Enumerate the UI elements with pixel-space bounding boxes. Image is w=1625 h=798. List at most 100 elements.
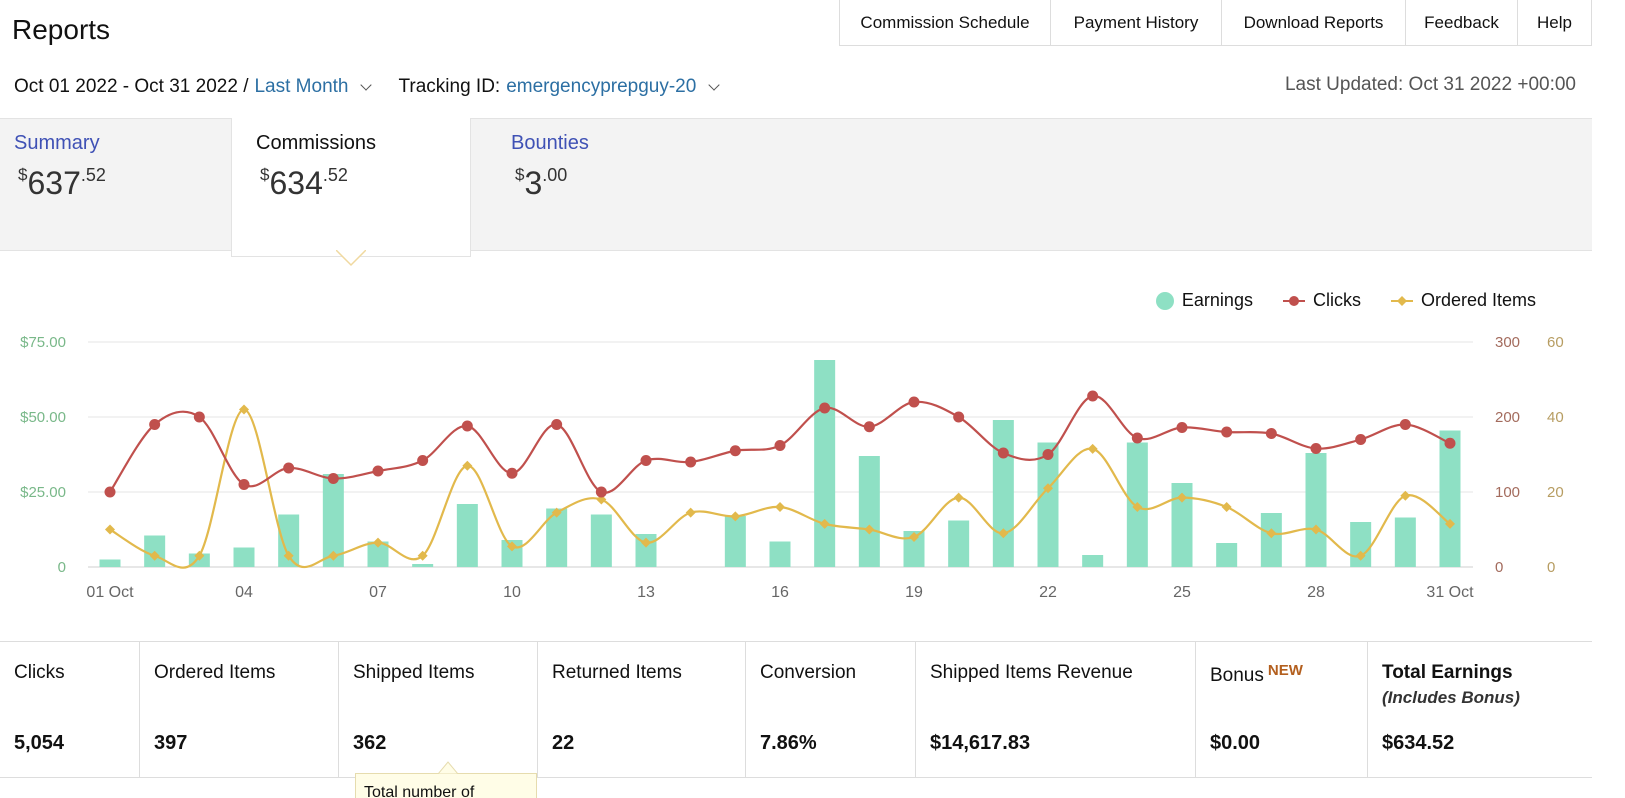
x-tick-label: 31 Oct xyxy=(1426,584,1474,601)
help-link[interactable]: Help xyxy=(1537,12,1572,32)
top-nav: Commission Schedule Payment History Down… xyxy=(839,0,1592,46)
legend-ordered-items[interactable]: Ordered Items xyxy=(1390,290,1536,311)
stat-label: Ordered Items xyxy=(154,662,276,683)
earnings-bar xyxy=(278,514,300,567)
tab-bounties[interactable]: Bounties $3.00 xyxy=(483,118,723,251)
clicks-point xyxy=(1355,434,1367,445)
ordered-items-point xyxy=(507,541,517,552)
stat-bonus: Bonus NEW $0.00 xyxy=(1196,642,1368,777)
x-tick-label: 07 xyxy=(369,584,387,601)
ordered-items-point xyxy=(417,550,428,561)
commission-schedule-link[interactable]: Commission Schedule xyxy=(840,0,1051,45)
earnings-bar xyxy=(724,516,746,567)
ordered-items-point xyxy=(909,532,919,542)
page-title: Reports xyxy=(12,14,111,45)
earnings-bar xyxy=(1037,442,1059,567)
earnings-bar xyxy=(322,474,344,567)
stat-label: Conversion xyxy=(760,662,857,683)
earnings-bar xyxy=(590,514,612,567)
payment-history-link[interactable]: Payment History xyxy=(1051,0,1222,45)
ordered-items-point xyxy=(998,528,1009,539)
earnings-dot-icon xyxy=(1155,291,1174,310)
ordered-items-point xyxy=(1355,550,1366,561)
ordered-items-point xyxy=(1087,443,1098,454)
stat-sublabel: (Includes Bonus) xyxy=(1382,688,1520,707)
y-right-items-tick-label: 60 xyxy=(1547,334,1564,351)
earnings-bar xyxy=(1394,517,1416,567)
chart-legend: Earnings Clicks Ordered Items xyxy=(1126,290,1536,311)
stat-label: Returned Items xyxy=(552,662,682,683)
clicks-point xyxy=(1221,426,1233,438)
y-right-clicks-tick-label: 300 xyxy=(1495,334,1520,351)
y-left-tick-label: $50.00 xyxy=(20,409,66,426)
x-tick-label: 28 xyxy=(1307,584,1325,601)
last-updated-text: Last Updated: Oct 31 2022 +00:00 xyxy=(1284,74,1576,95)
shipped-items-tooltip: Total number of xyxy=(355,773,537,798)
stat-label: Shipped Items xyxy=(353,662,475,683)
ordered-items-point xyxy=(685,507,696,518)
legend-clicks[interactable]: Clicks xyxy=(1282,290,1361,311)
stat-bonus-label: Bonus xyxy=(1210,665,1264,686)
clicks-line-icon xyxy=(1282,295,1305,306)
earnings-bar xyxy=(1305,453,1327,567)
legend-earnings[interactable]: Earnings xyxy=(1155,290,1253,311)
clicks-point xyxy=(551,419,563,430)
x-tick-label: 22 xyxy=(1039,584,1057,601)
ordered-items-point xyxy=(819,518,830,529)
stat-shipped-items[interactable]: Shipped Items 362 xyxy=(339,642,538,777)
legend-earnings-label: Earnings xyxy=(1181,290,1253,310)
ordered-items-point xyxy=(1400,490,1411,501)
x-tick-label: 19 xyxy=(905,584,923,601)
ordered-items-point xyxy=(1177,492,1187,503)
clicks-point xyxy=(1176,422,1188,433)
amount-cents: .00 xyxy=(542,165,568,185)
clicks-point xyxy=(819,402,831,414)
earnings-bar xyxy=(948,520,970,567)
x-tick-label: 10 xyxy=(503,584,521,601)
ordered-items-point xyxy=(1445,518,1455,529)
ordered-items-point xyxy=(730,511,741,522)
reports-page: Reports Commission Schedule Payment Hist… xyxy=(0,0,1592,798)
clicks-point xyxy=(863,421,875,433)
clicks-point xyxy=(908,396,920,408)
tab-commissions[interactable]: Commissions $634.52 xyxy=(231,118,471,257)
ordered-items-point xyxy=(864,524,875,535)
tab-summary[interactable]: Summary $637.52 xyxy=(0,118,231,251)
clicks-point xyxy=(729,445,741,457)
date-range-text: Oct 01 2022 - Oct 31 2022 / xyxy=(14,76,249,97)
ordered-items-point xyxy=(1043,483,1053,494)
chevron-down-icon[interactable] xyxy=(708,78,720,91)
ordered-items-point xyxy=(328,550,339,561)
chevron-down-icon[interactable] xyxy=(360,78,373,91)
earnings-bar xyxy=(456,504,478,567)
earnings-bar xyxy=(367,541,389,567)
tab-bounties-label: Bounties xyxy=(511,132,589,154)
ordered-items-point xyxy=(596,494,607,505)
tracking-id-dropdown[interactable]: emergencyprepguy-20 xyxy=(506,76,697,97)
clicks-point xyxy=(997,447,1009,459)
ordered-items-point xyxy=(1221,502,1232,512)
y-right-items-tick-label: 0 xyxy=(1547,559,1555,576)
stat-label: Bonus NEW xyxy=(1210,662,1367,710)
stat-label: Clicks xyxy=(14,662,65,683)
clicks-point xyxy=(283,462,295,474)
currency-symbol: $ xyxy=(18,165,28,184)
earnings-bar xyxy=(858,456,880,567)
ordered-items-point xyxy=(283,550,294,561)
period-dropdown[interactable]: Last Month xyxy=(254,76,349,97)
y-right-clicks-tick-label: 200 xyxy=(1495,409,1520,426)
download-reports-link[interactable]: Download Reports xyxy=(1222,0,1406,45)
earnings-bar xyxy=(233,547,255,567)
ordered-items-point xyxy=(953,492,964,503)
y-left-tick-label: $75.00 xyxy=(20,334,66,351)
y-right-clicks-tick-label: 0 xyxy=(1495,559,1503,576)
new-badge: NEW xyxy=(1267,662,1303,679)
stat-clicks: Clicks 5,054 xyxy=(0,642,140,777)
clicks-point xyxy=(640,455,652,466)
earnings-bar xyxy=(1171,483,1193,567)
ordered-items-point xyxy=(1311,524,1321,535)
clicks-point xyxy=(238,479,250,490)
feedback-link[interactable]: Feedback xyxy=(1406,0,1518,45)
amount-cents: .52 xyxy=(322,165,348,185)
y-left-tick-label: $25.00 xyxy=(20,484,66,501)
